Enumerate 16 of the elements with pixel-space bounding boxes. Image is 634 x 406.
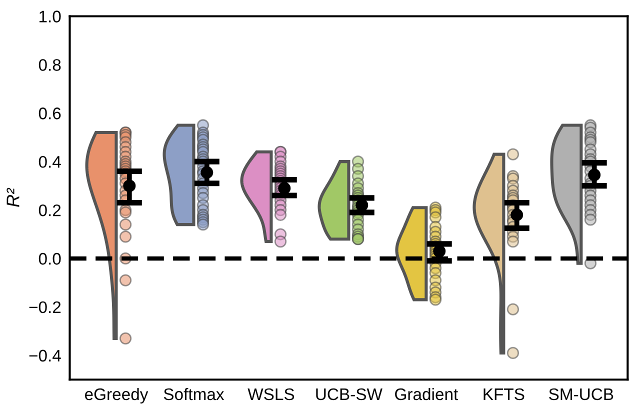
x-tick-label: UCB-SW bbox=[316, 388, 382, 400]
y-tick-label: 0.4 bbox=[38, 156, 61, 168]
y-tick-label: −0.4 bbox=[29, 350, 61, 362]
x-tick-label: Gradient bbox=[395, 388, 458, 400]
y-axis-title: R² bbox=[6, 188, 20, 207]
y-tick-label: −0.2 bbox=[29, 301, 61, 314]
y-tick-label: 0.8 bbox=[38, 59, 61, 71]
x-tick-label: Softmax bbox=[164, 388, 224, 400]
x-tick-label: KFTS bbox=[484, 388, 524, 400]
y-tick-label: 0.6 bbox=[38, 108, 61, 120]
x-tick-label: WSLS bbox=[248, 388, 294, 400]
x-tick-label: eGreedy bbox=[84, 388, 148, 404]
y-tick-label: 1.0 bbox=[40, 10, 61, 22]
x-tick-label: SM-UCB bbox=[549, 388, 614, 400]
y-tick-label: 0.0 bbox=[38, 252, 61, 265]
y-tick-label: 0.2 bbox=[38, 204, 61, 216]
